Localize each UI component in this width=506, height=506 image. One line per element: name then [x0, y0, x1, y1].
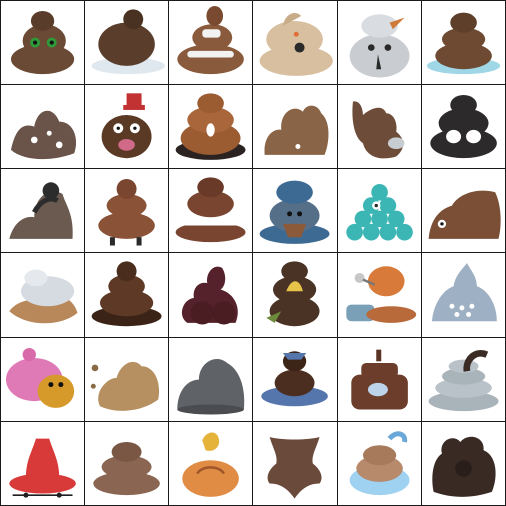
spotted-poop-blob-image: [1, 85, 84, 168]
blue-base-brown-poop-image: [253, 338, 336, 421]
teal-bubble-poop-image: [338, 169, 421, 252]
red-rubber-poop-image: [1, 422, 84, 505]
blue-gray-mountain-poop-image: [422, 253, 505, 336]
tile-1-6: [422, 1, 505, 84]
white-cream-on-brown-image: [1, 253, 84, 336]
tile-1-3: [169, 1, 252, 84]
tile-6-6: [422, 422, 505, 505]
pink-bird-with-dog-image: [1, 338, 84, 421]
gray-blob-image: [169, 338, 252, 421]
tile-2-1: [1, 85, 84, 168]
tile-3-5: [338, 169, 421, 252]
poop-with-bone-bow-image: [169, 1, 252, 84]
maroon-poop-shape-image: [169, 253, 252, 336]
tile-1-5: [338, 1, 421, 84]
tile-2-3: [169, 85, 252, 168]
tile-4-2: [85, 253, 168, 336]
beige-blob-image: [85, 338, 168, 421]
tile-4-4: [253, 253, 336, 336]
clay-poop-lump-image: [253, 85, 336, 168]
round-poop-on-plate-image: [85, 1, 168, 84]
brown-jar-poop-image: [338, 338, 421, 421]
tile-5-3: [169, 338, 252, 421]
tile-4-6: [422, 253, 505, 336]
tile-2-4: [253, 85, 336, 168]
tile-2-2: [85, 85, 168, 168]
tile-4-3: [169, 253, 252, 336]
tile-1-1: [1, 1, 84, 84]
tile-3-1: [1, 169, 84, 252]
tile-5-5: [338, 338, 421, 421]
brown-poop-with-white-band-image: [169, 169, 252, 252]
brown-loaf-poop-image: [422, 169, 505, 252]
tile-5-2: [85, 338, 168, 421]
tile-3-6: [422, 169, 505, 252]
blue-tub-poop-image: [338, 422, 421, 505]
tile-5-6: [422, 338, 505, 421]
orange-poop-on-blue-base-image: [338, 253, 421, 336]
golden-poop-on-orange-base-image: [169, 422, 252, 505]
brown-poop-with-legs-image: [85, 169, 168, 252]
dark-poop-with-eyes-image: [422, 85, 505, 168]
beige-dog-face-poop-image: [253, 1, 336, 84]
reindeer-shaped-poop-image: [338, 85, 421, 168]
dark-brown-splotch-image: [422, 422, 505, 505]
tile-2-5: [338, 85, 421, 168]
tile-1-2: [85, 1, 168, 84]
tile-6-3: [169, 422, 252, 505]
tile-3-2: [85, 169, 168, 252]
brown-cross-shape-image: [253, 422, 336, 505]
tile-4-1: [1, 253, 84, 336]
honey-swirl-with-eye-image: [169, 85, 252, 168]
poop-with-green-eyes-image: [1, 1, 84, 84]
tile-6-1: [1, 422, 84, 505]
tile-6-5: [338, 422, 421, 505]
tile-5-4: [253, 338, 336, 421]
poop-with-banana-image: [253, 253, 336, 336]
poop-with-red-hat-image: [85, 85, 168, 168]
dark-brown-swirl-image: [85, 253, 168, 336]
tile-6-4: [253, 422, 336, 505]
tile-3-3: [169, 169, 252, 252]
tile-6-2: [85, 422, 168, 505]
silver-coil-poop-image: [422, 338, 505, 421]
brown-swirl-on-ice-image: [422, 1, 505, 84]
tile-3-4: [253, 169, 336, 252]
blue-hat-poop-image: [253, 169, 336, 252]
tile-5-1: [1, 338, 84, 421]
tile-4-5: [338, 253, 421, 336]
tile-2-6: [422, 85, 505, 168]
tile-1-4: [253, 1, 336, 84]
classic-brown-poop-image: [85, 422, 168, 505]
swirly-gray-brown-poop-image: [1, 169, 84, 252]
gray-snowman-poop-image: [338, 1, 421, 84]
